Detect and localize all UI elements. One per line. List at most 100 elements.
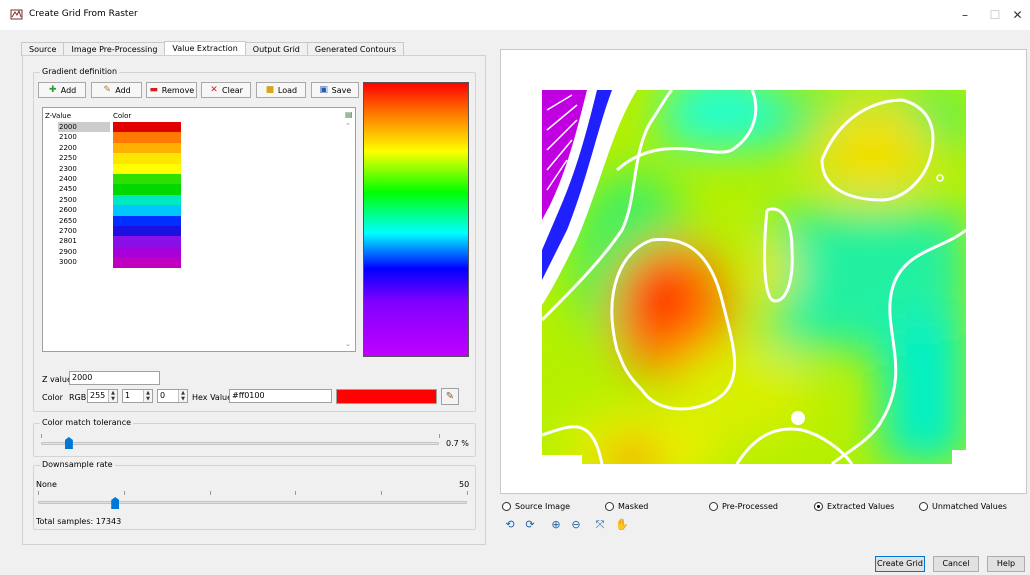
color-preview-swatch[interactable] bbox=[336, 389, 437, 404]
gradient-row[interactable]: 2250 bbox=[44, 153, 181, 164]
plus-icon: ✚ bbox=[48, 85, 57, 95]
preview-panel[interactable] bbox=[500, 49, 1027, 494]
downsample-slider-handle[interactable] bbox=[111, 497, 120, 509]
radio-circle[interactable] bbox=[709, 502, 718, 511]
hex-value-label: Hex Value bbox=[192, 393, 233, 402]
z-value-input[interactable]: 2000 bbox=[69, 371, 160, 385]
tab-output-grid[interactable]: Output Grid bbox=[244, 42, 308, 56]
minimize-button[interactable]: – bbox=[962, 8, 968, 22]
color-picker-button[interactable]: ✎ bbox=[441, 388, 459, 405]
add-button[interactable]: ✚ Add bbox=[38, 82, 86, 98]
color-cell[interactable] bbox=[113, 153, 181, 164]
radio-masked[interactable]: Masked bbox=[605, 502, 648, 511]
color-cell[interactable] bbox=[113, 184, 181, 195]
color-cell[interactable] bbox=[113, 132, 181, 143]
folder-icon: ■ bbox=[265, 85, 275, 95]
add-pick-button[interactable]: ✎ Add bbox=[91, 82, 142, 98]
color-cell[interactable] bbox=[113, 246, 181, 258]
z-value-cell: 2000 bbox=[58, 122, 110, 132]
z-value-cell: 3000 bbox=[59, 258, 77, 267]
zoom-extent-icon[interactable]: ⤧ bbox=[595, 518, 605, 531]
radio-circle[interactable] bbox=[919, 502, 928, 511]
radio-pre-processed[interactable]: Pre-Processed bbox=[709, 502, 778, 511]
tolerance-value: 0.7 % bbox=[446, 439, 469, 448]
red-spinbox[interactable]: 255 ▲ ▼ bbox=[87, 389, 118, 403]
pan-hand-icon[interactable]: ✋ bbox=[615, 518, 629, 531]
gradient-row[interactable]: 2300 bbox=[44, 163, 181, 174]
radio-source-image[interactable]: Source Image bbox=[502, 502, 570, 511]
downsample-slider-track[interactable] bbox=[38, 501, 467, 504]
color-cell[interactable] bbox=[113, 142, 181, 154]
color-cell[interactable] bbox=[113, 226, 181, 237]
z-value-cell: 2500 bbox=[59, 195, 77, 204]
tab-source[interactable]: Source bbox=[21, 42, 65, 56]
spin-arrows-icon[interactable]: ▲ ▼ bbox=[178, 390, 187, 402]
gradient-table[interactable]: Z-Value Color 2000 2100 2200 2250 2300 2400 24… bbox=[42, 107, 356, 352]
gradient-row[interactable]: 2000 bbox=[44, 122, 181, 133]
app-icon bbox=[10, 8, 23, 21]
z-value-cell: 2600 bbox=[59, 206, 77, 215]
floppy-disk-icon: ▣ bbox=[319, 85, 328, 95]
hex-value-input[interactable]: #ff0100 bbox=[229, 389, 332, 403]
gradient-row[interactable]: 2650 bbox=[44, 215, 181, 226]
save-button[interactable]: ▣ Save bbox=[311, 82, 359, 98]
maximize-button[interactable]: ☐ bbox=[989, 8, 1001, 22]
spin-arrows-icon[interactable]: ▲ ▼ bbox=[108, 390, 117, 402]
radio-extracted-values[interactable]: Extracted Values bbox=[814, 502, 894, 511]
color-cell[interactable] bbox=[113, 236, 181, 247]
radio-circle[interactable] bbox=[814, 502, 823, 511]
spin-arrows-icon[interactable]: ▲ ▼ bbox=[143, 390, 152, 402]
blue-spinbox[interactable]: 0 ▲ ▼ bbox=[157, 389, 188, 403]
tab-value-extraction[interactable]: Value Extraction bbox=[164, 41, 246, 56]
gradient-row[interactable]: 2400 bbox=[44, 174, 181, 185]
color-cell[interactable] bbox=[113, 163, 181, 174]
color-cell[interactable] bbox=[113, 257, 181, 268]
clear-button[interactable]: ✕ Clear bbox=[201, 82, 251, 98]
window-title: Create Grid From Raster bbox=[29, 9, 138, 19]
z-value-cell: 2250 bbox=[59, 154, 77, 163]
cancel-button[interactable]: Cancel bbox=[933, 556, 979, 572]
load-button[interactable]: ■ Load bbox=[256, 82, 306, 98]
gradient-row[interactable]: 2500 bbox=[44, 194, 181, 206]
zoom-previous-icon[interactable]: ⟲ bbox=[505, 518, 515, 531]
create-grid-button[interactable]: Create Grid bbox=[875, 556, 925, 572]
close-button[interactable]: ✕ bbox=[1012, 8, 1023, 22]
color-cell[interactable] bbox=[113, 215, 181, 226]
zoom-out-icon[interactable]: ⊖ bbox=[571, 518, 581, 531]
gradient-row[interactable]: 3000 bbox=[44, 257, 181, 268]
scroll-down-icon[interactable]: ⌄ bbox=[345, 340, 351, 348]
table-export-icon[interactable]: ▤ bbox=[345, 110, 353, 119]
gradient-row[interactable]: 2900 bbox=[44, 246, 181, 258]
color-cell[interactable] bbox=[113, 122, 181, 133]
color-cell[interactable] bbox=[113, 205, 181, 216]
tab-image-pre-processing[interactable]: Image Pre-Processing bbox=[63, 42, 166, 56]
scroll-up-icon[interactable]: ⌃ bbox=[345, 122, 351, 130]
tab-generated-contours[interactable]: Generated Contours bbox=[306, 42, 404, 56]
gradient-row[interactable]: 2100 bbox=[44, 132, 181, 143]
green-spinbox[interactable]: 1 ▲ ▼ bbox=[122, 389, 153, 403]
remove-button[interactable]: ▬ Remove bbox=[146, 82, 197, 98]
gradient-row[interactable]: 2450 bbox=[44, 184, 181, 195]
zoom-in-icon[interactable]: ⊕ bbox=[551, 518, 561, 531]
gradient-definition-group: Gradient definition bbox=[33, 67, 476, 412]
help-button[interactable]: Help bbox=[987, 556, 1025, 572]
gradient-row[interactable]: 2600 bbox=[44, 205, 181, 216]
tolerance-slider-track[interactable] bbox=[41, 442, 439, 445]
color-cell[interactable] bbox=[113, 174, 181, 185]
gradient-row[interactable]: 2200 bbox=[44, 142, 181, 154]
downsample-tick bbox=[295, 491, 297, 495]
rgb-label: RGB bbox=[69, 393, 87, 402]
color-cell[interactable] bbox=[113, 194, 181, 206]
gradient-row[interactable]: 2801 bbox=[44, 236, 181, 247]
z-value-cell: 2400 bbox=[59, 175, 77, 183]
radio-unmatched-values[interactable]: Unmatched Values bbox=[919, 502, 1007, 511]
radio-circle[interactable] bbox=[605, 502, 614, 511]
tolerance-slider-handle[interactable] bbox=[64, 437, 73, 449]
zoom-next-icon[interactable]: ⟳ bbox=[525, 518, 535, 531]
table-scrollbar[interactable]: ⌃ ⌄ bbox=[343, 108, 355, 351]
z-value-column-header: Z-Value bbox=[45, 112, 72, 120]
tolerance-label: Color match tolerance bbox=[40, 418, 134, 427]
gradient-row[interactable]: 2700 bbox=[44, 226, 181, 237]
radio-circle[interactable] bbox=[502, 502, 511, 511]
minus-icon: ▬ bbox=[149, 85, 159, 95]
